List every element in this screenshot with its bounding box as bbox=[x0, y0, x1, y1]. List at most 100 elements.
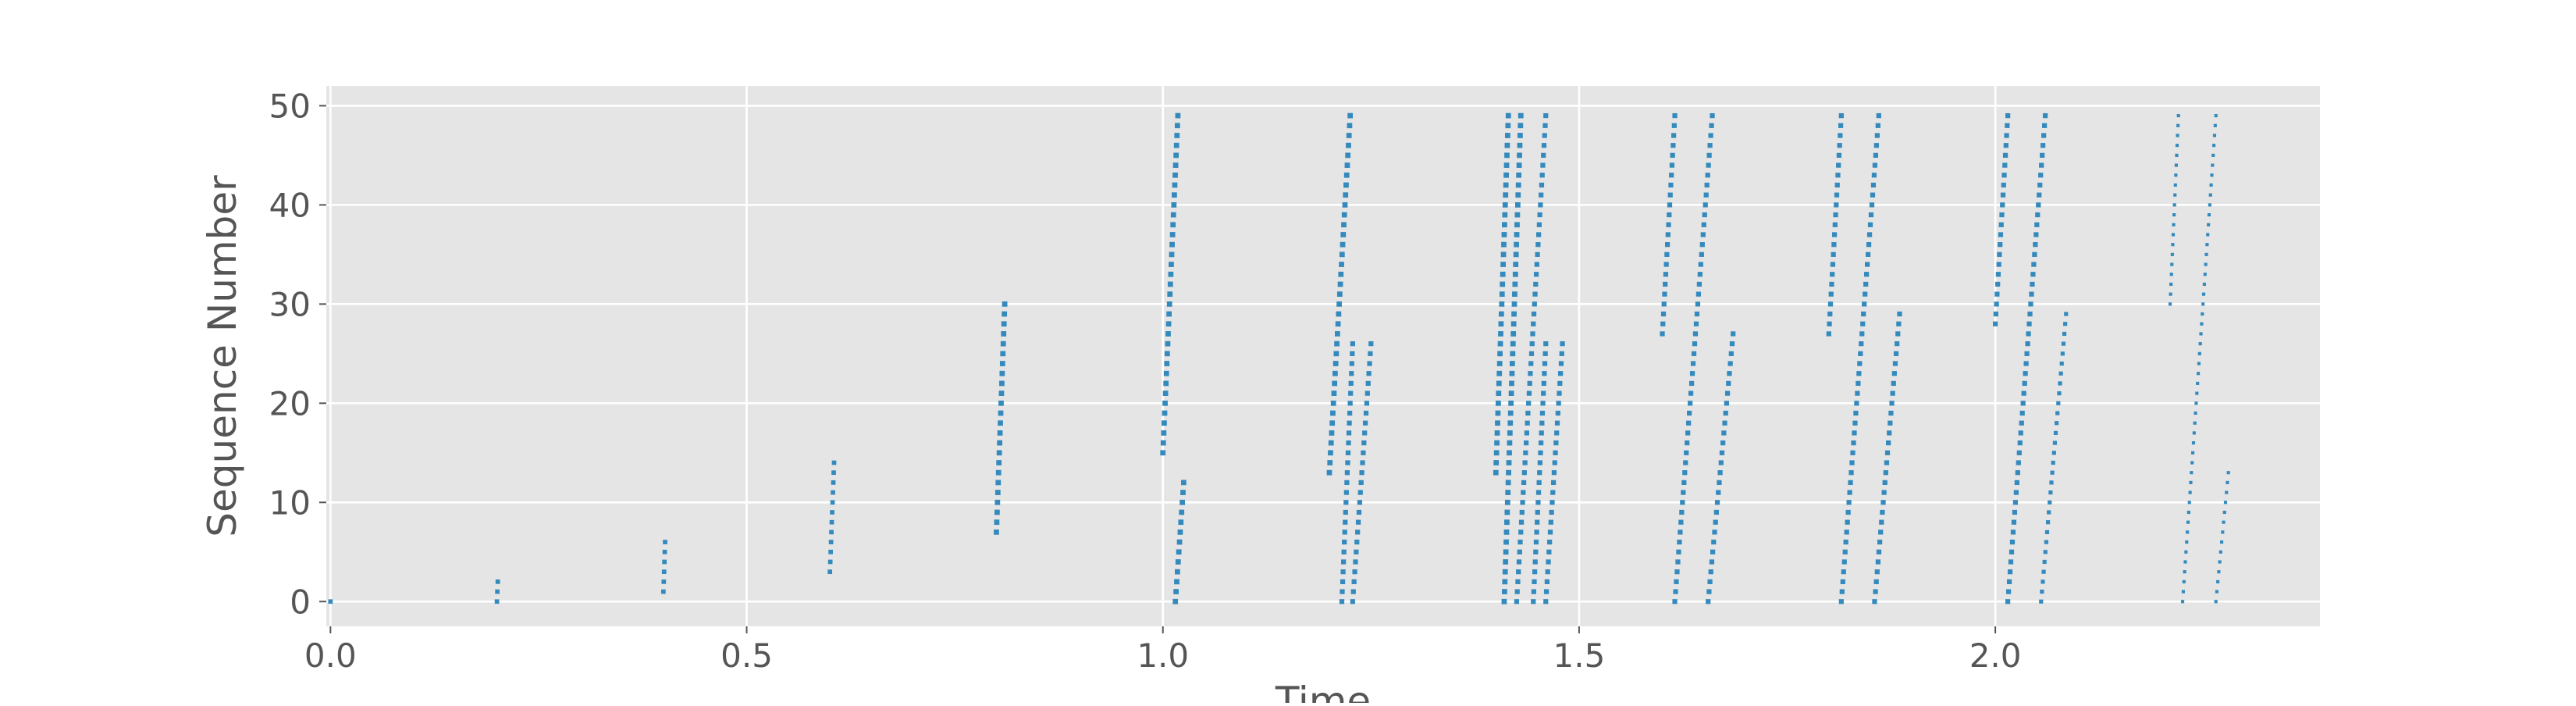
data-point bbox=[2009, 539, 2016, 545]
data-point bbox=[1180, 490, 1186, 495]
data-point bbox=[1327, 460, 1333, 465]
data-point bbox=[1349, 371, 1354, 376]
data-point bbox=[1710, 549, 1716, 554]
data-point bbox=[1355, 530, 1361, 535]
data-point bbox=[1329, 430, 1335, 436]
data-point bbox=[2055, 421, 2059, 426]
data-point bbox=[1345, 152, 1351, 159]
data-point bbox=[2025, 341, 2030, 347]
data-point bbox=[2199, 332, 2203, 336]
data-point bbox=[1668, 182, 1674, 188]
data-point bbox=[1998, 222, 2004, 227]
data-point bbox=[2192, 431, 2196, 435]
data-point bbox=[995, 469, 1002, 476]
data-point bbox=[1364, 390, 1370, 396]
data-point bbox=[2222, 510, 2226, 515]
data-point bbox=[2026, 321, 2032, 326]
data-point bbox=[2175, 153, 2179, 157]
data-point bbox=[1502, 212, 1508, 218]
data-point bbox=[1678, 530, 1683, 535]
data-point bbox=[1874, 569, 1880, 575]
data-point bbox=[1340, 579, 1346, 584]
data-point bbox=[1504, 152, 1510, 159]
data-point bbox=[1510, 331, 1517, 337]
data-point bbox=[1700, 232, 1706, 237]
data-point bbox=[1335, 321, 1341, 327]
y-tick-label: 30 bbox=[269, 285, 311, 323]
data-point bbox=[2030, 272, 2036, 277]
data-point bbox=[2056, 401, 2061, 405]
data-point bbox=[1714, 500, 1720, 505]
data-point bbox=[1160, 450, 1166, 456]
data-point bbox=[1364, 401, 1370, 406]
x-tick-label: 1.5 bbox=[1553, 636, 1606, 675]
data-point bbox=[1501, 232, 1507, 237]
data-point bbox=[1869, 202, 1875, 208]
data-point bbox=[2216, 579, 2220, 583]
data-point bbox=[2059, 361, 2064, 366]
data-point bbox=[2218, 560, 2222, 564]
data-point bbox=[1162, 420, 1167, 426]
data-point bbox=[2200, 322, 2204, 326]
data-point bbox=[1667, 202, 1673, 208]
data-point bbox=[1169, 241, 1175, 248]
data-point bbox=[1662, 291, 1667, 297]
data-point bbox=[1499, 301, 1505, 307]
data-point bbox=[1339, 262, 1344, 267]
data-point bbox=[2208, 193, 2212, 197]
data-point bbox=[1827, 311, 1833, 317]
data-point bbox=[1857, 361, 1863, 366]
data-point bbox=[1173, 152, 1179, 159]
data-point bbox=[2172, 203, 2176, 207]
data-point bbox=[1543, 599, 1549, 604]
data-point bbox=[1503, 549, 1509, 555]
data-point bbox=[2205, 243, 2209, 247]
data-point bbox=[831, 490, 835, 495]
data-point bbox=[1176, 549, 1182, 555]
data-point bbox=[1527, 380, 1532, 387]
data-point bbox=[1539, 192, 1544, 198]
data-point bbox=[1716, 490, 1721, 495]
data-point bbox=[1707, 579, 1713, 584]
data-point bbox=[1504, 499, 1510, 505]
data-point bbox=[1343, 509, 1348, 515]
data-point bbox=[2191, 451, 2195, 455]
data-point bbox=[2033, 242, 2038, 248]
data-point bbox=[2201, 312, 2204, 316]
data-point bbox=[2051, 451, 2056, 455]
data-point bbox=[1357, 500, 1362, 505]
data-point bbox=[1349, 361, 1354, 366]
data-point bbox=[1534, 262, 1539, 267]
data-point bbox=[1554, 420, 1560, 426]
data-point bbox=[1340, 241, 1346, 248]
data-point bbox=[2172, 212, 2176, 217]
x-tick-label: 0.0 bbox=[304, 636, 357, 675]
data-point bbox=[2023, 361, 2029, 366]
data-point bbox=[1516, 559, 1522, 565]
data-point bbox=[1517, 539, 1523, 545]
data-point bbox=[2171, 233, 2176, 237]
data-point bbox=[1346, 142, 1351, 148]
data-point bbox=[2209, 183, 2213, 187]
data-point bbox=[1166, 311, 1172, 317]
data-point bbox=[2015, 470, 2020, 476]
data-point bbox=[1165, 341, 1171, 347]
data-point bbox=[1502, 222, 1507, 228]
data-point bbox=[1846, 500, 1852, 505]
data-point bbox=[1719, 450, 1725, 455]
data-point bbox=[1512, 271, 1518, 277]
data-point bbox=[661, 589, 666, 594]
data-point bbox=[1883, 470, 1888, 476]
data-point bbox=[1536, 222, 1542, 227]
data-point bbox=[1707, 143, 1713, 148]
data-point bbox=[2008, 549, 2015, 554]
data-point bbox=[661, 579, 667, 584]
gridlines bbox=[326, 86, 2320, 626]
data-point bbox=[2226, 480, 2229, 484]
data-point bbox=[1994, 301, 1999, 307]
data-point bbox=[1660, 331, 1665, 337]
data-point bbox=[1503, 162, 1510, 168]
data-point bbox=[1366, 371, 1372, 376]
data-point bbox=[1339, 251, 1345, 258]
